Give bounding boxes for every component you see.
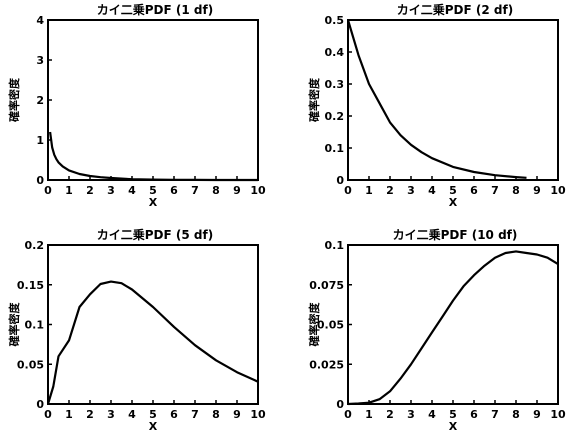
x-tick-label: 4 [128,408,136,421]
x-tick-label: 1 [365,184,373,197]
x-tick-label: 9 [533,184,541,197]
series-line [346,19,527,179]
chart-title: カイ二乗PDF (5 df) [97,228,213,242]
plot-frame [47,244,259,405]
y-tick-label: 0 [36,174,44,187]
x-tick-label: 1 [65,184,73,197]
series-line [49,131,258,182]
y-tick-label: 4 [36,14,44,27]
y-tick-label: 2 [36,94,44,107]
x-axis-label: X [449,420,458,433]
x-tick-label: 0 [44,408,52,421]
x-tick-label: 6 [170,408,178,421]
x-tick-label: 10 [550,184,566,197]
y-tick-label: 0.075 [309,279,344,292]
y-axis-label: 確率密度 [307,302,321,347]
series-line [46,280,259,405]
plot-frame [347,19,559,181]
x-tick-label: 10 [250,408,266,421]
x-tick-label: 10 [250,184,266,197]
x-tick-label: 8 [512,408,520,421]
x-tick-label: 5 [449,184,457,197]
y-tick-label: 3 [36,54,44,67]
x-tick-label: 7 [191,408,199,421]
y-tick-label: 0.5 [325,14,345,27]
x-tick-label: 3 [407,184,415,197]
x-tick-label: 9 [233,408,241,421]
y-tick-label: 0 [36,398,44,411]
series-line [347,250,559,406]
x-tick-label: 3 [107,184,115,197]
y-tick-label: 0 [336,398,344,411]
y-tick-label: 0.2 [25,239,45,252]
x-tick-label: 4 [428,184,436,197]
y-tick-label: 0.025 [309,358,344,371]
y-tick-label: 0.1 [25,319,45,332]
x-tick-label: 2 [86,184,94,197]
x-tick-label: 5 [149,184,157,197]
x-tick-label: 3 [407,408,415,421]
chart-title: カイ二乗PDF (10 df) [393,228,518,242]
y-tick-label: 0.05 [17,358,44,371]
y-tick-label: 1 [36,134,44,147]
x-tick-label: 1 [365,408,373,421]
y-tick-label: 0.2 [325,110,345,123]
x-tick-label: 3 [107,408,115,421]
plot-frame [347,244,559,405]
x-tick-label: 8 [212,184,220,197]
x-tick-label: 10 [550,408,566,421]
x-axis-label: X [149,196,158,209]
y-tick-label: 0 [336,174,344,187]
x-tick-label: 8 [512,184,520,197]
x-tick-label: 4 [128,184,136,197]
x-tick-label: 0 [344,184,352,197]
y-tick-label: 0.1 [325,142,345,155]
x-tick-label: 9 [533,408,541,421]
x-tick-label: 5 [449,408,457,421]
y-tick-label: 0.05 [317,319,344,332]
x-tick-label: 2 [86,408,94,421]
x-tick-label: 6 [170,184,178,197]
x-tick-label: 8 [212,408,220,421]
chart-title: カイ二乗PDF (1 df) [97,3,213,17]
x-tick-label: 7 [191,184,199,197]
x-tick-label: 0 [344,408,352,421]
x-tick-label: 7 [491,184,499,197]
x-axis-label: X [149,420,158,433]
y-axis-label: 確率密度 [307,77,321,122]
y-tick-label: 0.3 [325,78,345,91]
y-axis-label: 確率密度 [7,77,21,122]
y-tick-label: 0.15 [17,279,44,292]
chart-title: カイ二乗PDF (2 df) [397,3,513,17]
y-axis-label: 確率密度 [7,302,21,347]
x-tick-label: 5 [149,408,157,421]
x-tick-label: 9 [233,184,241,197]
x-axis-label: X [449,196,458,209]
y-tick-label: 0.1 [325,239,345,252]
plot-frame [47,19,259,181]
x-tick-label: 7 [491,408,499,421]
x-tick-label: 2 [386,408,394,421]
x-tick-label: 4 [428,408,436,421]
y-tick-label: 0.4 [325,46,345,59]
x-tick-label: 0 [44,184,52,197]
x-tick-label: 6 [470,408,478,421]
x-tick-label: 2 [386,184,394,197]
x-tick-label: 6 [470,184,478,197]
x-tick-label: 1 [65,408,73,421]
